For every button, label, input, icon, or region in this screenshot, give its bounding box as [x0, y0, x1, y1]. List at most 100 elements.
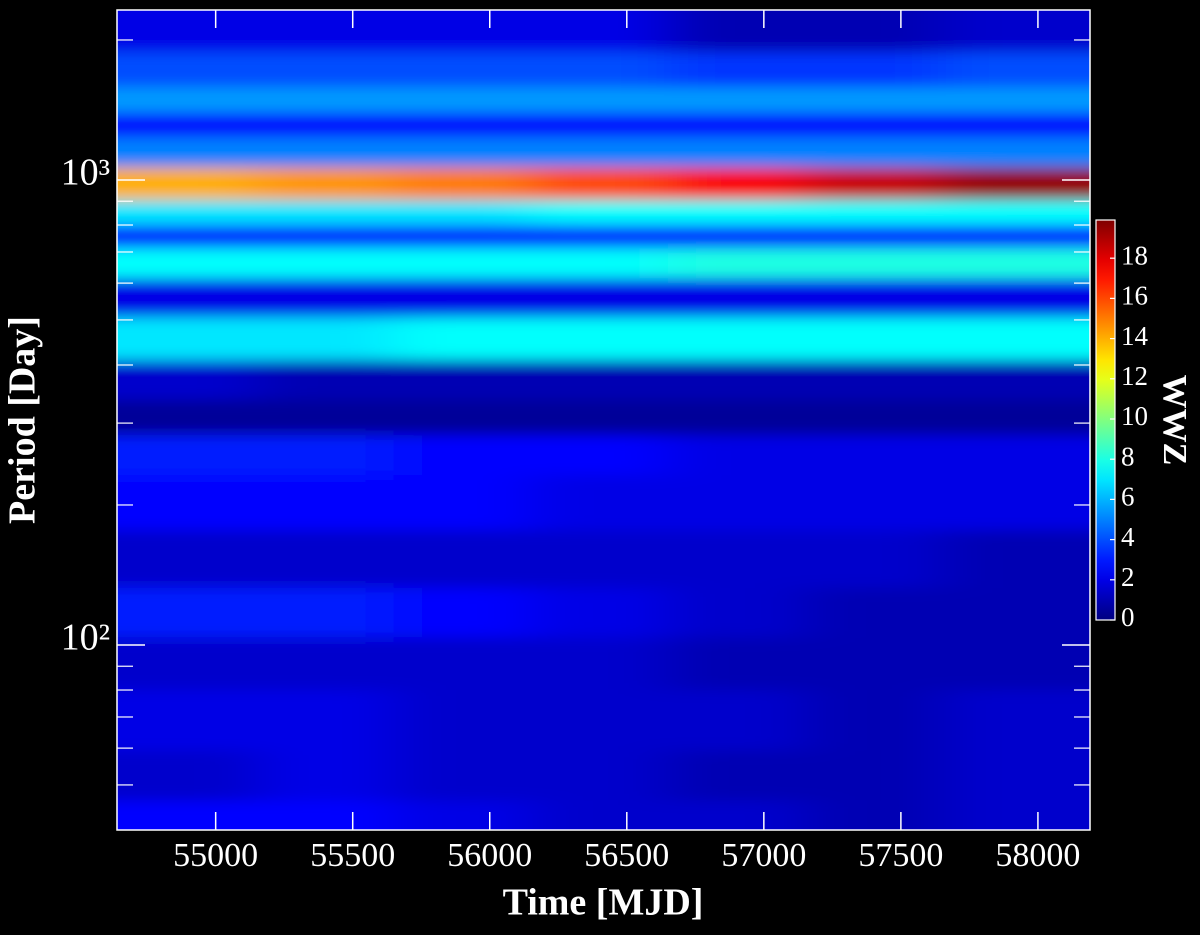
x-tick-label: 57000 — [721, 837, 806, 874]
heatmap-cell — [941, 112, 1090, 138]
heatmap-cell — [804, 587, 943, 638]
colorbar-tick-label: 18 — [1121, 240, 1148, 270]
heatmap-cell — [667, 112, 806, 138]
heatmap-cell — [530, 278, 669, 318]
heatmap-cell — [530, 689, 669, 751]
heatmap-cell — [667, 52, 806, 88]
heatmap-cell — [804, 199, 943, 226]
heatmap-cell — [393, 317, 532, 361]
heatmap — [117, 10, 1090, 830]
heatmap-cell — [530, 435, 669, 476]
heatmap-cells — [117, 10, 1090, 830]
heatmap-cell — [256, 52, 395, 88]
heatmap-cell — [804, 112, 943, 138]
heatmap-cell — [667, 10, 806, 53]
heatmap-cell — [117, 475, 258, 531]
colorbar-tick-label: 12 — [1121, 361, 1148, 391]
heatmap-cell — [256, 399, 395, 436]
heatmap-cell — [256, 317, 395, 361]
heatmap-cell — [256, 530, 395, 589]
heatmap-cell — [667, 137, 806, 169]
heatmap-cell — [117, 199, 258, 226]
heatmap-cell — [530, 167, 669, 201]
colorbar-tick-label: 14 — [1121, 321, 1149, 351]
heatmap-cell — [256, 637, 395, 691]
heatmap-cell — [256, 199, 395, 226]
heatmap-cell — [804, 530, 943, 589]
heatmap-cell — [667, 435, 806, 476]
heatmap-cell — [941, 637, 1090, 691]
heatmap-cell — [667, 199, 806, 226]
heatmap-cell — [804, 52, 943, 88]
heatmap-cell — [804, 87, 943, 113]
y-axis-label: Period [Day] — [2, 316, 44, 524]
heatmap-cell — [804, 317, 943, 361]
heatmap-cell — [393, 399, 532, 436]
heatmap-cell — [530, 637, 669, 691]
heatmap-cell — [667, 224, 806, 249]
heatmap-cell — [804, 248, 943, 279]
heatmap-cell — [667, 475, 806, 531]
heatmap-cell — [667, 248, 806, 279]
heatmap-cell — [530, 317, 669, 361]
heatmap-cell — [393, 530, 532, 589]
colorbar-tick-label: 0 — [1121, 602, 1135, 632]
heatmap-cell — [117, 750, 258, 802]
heatmap-cell — [530, 137, 669, 169]
colorbar-tick-label: 6 — [1121, 482, 1135, 512]
heatmap-cell — [530, 199, 669, 226]
heatmap-cell — [530, 112, 669, 138]
heatmap-cell — [393, 360, 532, 401]
heatmap-cell — [941, 689, 1090, 751]
heatmap-cell — [804, 637, 943, 691]
heatmap-cell — [256, 587, 395, 638]
heatmap-cell — [941, 167, 1090, 201]
x-tick-label: 56000 — [447, 837, 532, 874]
heatmap-cell — [393, 199, 532, 226]
heatmap-cell — [667, 87, 806, 113]
heatmap-cell — [117, 112, 258, 138]
heatmap-cell — [941, 137, 1090, 169]
heatmap-cell — [667, 530, 806, 589]
heatmap-cell — [941, 278, 1090, 318]
heatmap-cell — [941, 10, 1090, 53]
heatmap-cell — [393, 87, 532, 113]
heatmap-cell — [256, 689, 395, 751]
heatmap-cell — [804, 435, 943, 476]
axes: 55000 55500 56000 56500 57000 57500 58000 10² 10… — [61, 9, 1149, 874]
heatmap-cell — [804, 10, 943, 53]
heatmap-cell — [393, 10, 532, 53]
heatmap-cell — [256, 224, 395, 249]
colorbar-tick-label: 8 — [1121, 441, 1135, 471]
heatmap-cell — [256, 10, 395, 53]
heatmap-cell — [393, 167, 532, 201]
heatmap-cell — [117, 10, 258, 53]
heatmap-cell — [530, 360, 669, 401]
heatmap-cell — [530, 248, 669, 279]
heatmap-cell — [667, 317, 806, 361]
heatmap-cell — [530, 399, 669, 436]
heatmap-cell — [667, 278, 806, 318]
heatmap-cell — [393, 637, 532, 691]
heatmap-cell — [117, 52, 258, 88]
heatmap-cell — [393, 689, 532, 751]
heatmap-cell — [117, 317, 258, 361]
heatmap-cell — [117, 87, 258, 113]
heatmap-cell — [256, 435, 395, 476]
heatmap-cell — [393, 800, 532, 830]
colorbar — [1095, 219, 1116, 621]
heatmap-cell — [117, 530, 258, 589]
heatmap-cell — [393, 248, 532, 279]
heatmap-cell — [393, 750, 532, 802]
colorbar-tick-label: 10 — [1121, 401, 1148, 431]
heatmap-cell — [804, 800, 943, 830]
heatmap-cell — [256, 112, 395, 138]
heatmap-cell — [530, 750, 669, 802]
heatmap-cell — [117, 248, 258, 279]
heatmap-cell — [256, 278, 395, 318]
heatmap-cell — [530, 224, 669, 249]
heatmap-cell — [941, 435, 1090, 476]
heatmap-cell — [530, 475, 669, 531]
heatmap-cell — [530, 587, 669, 638]
